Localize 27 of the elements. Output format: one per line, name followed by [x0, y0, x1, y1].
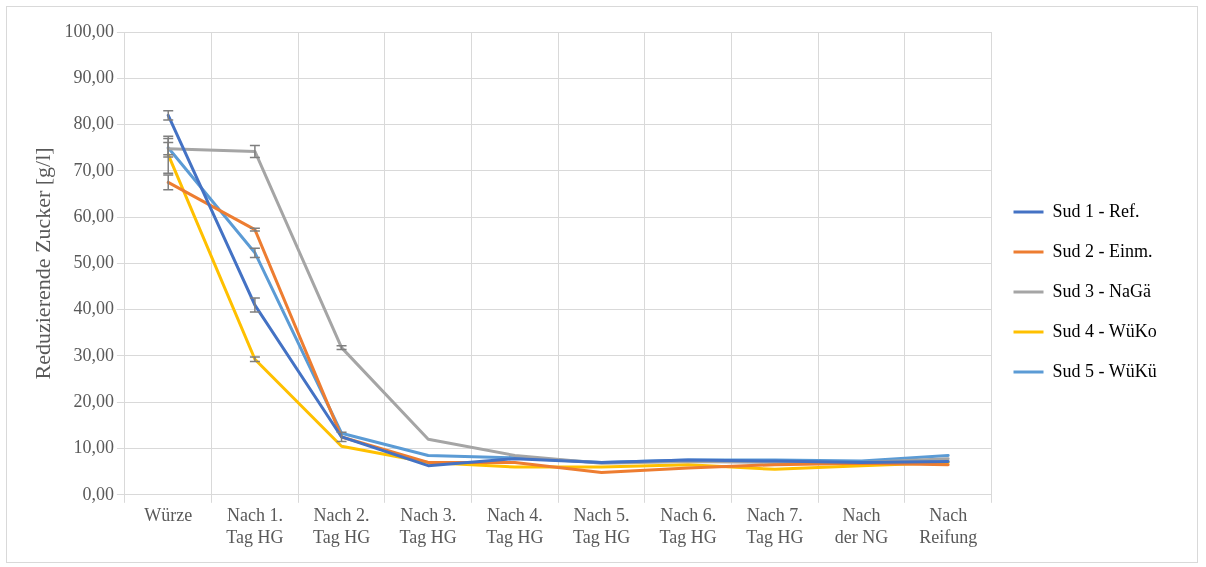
- y-tick-label: 100,00: [64, 20, 114, 41]
- x-tick-label: Nach 4. Tag HG: [486, 505, 544, 547]
- x-tick-label: Nach Reifung: [919, 505, 978, 547]
- legend-label: Sud 3 - NaGä: [1052, 280, 1151, 301]
- y-tick-label: 20,00: [73, 390, 114, 411]
- legend-label: Sud 1 - Ref.: [1052, 200, 1140, 221]
- legend-label: Sud 4 - WüKo: [1052, 320, 1157, 341]
- y-tick-label: 60,00: [73, 205, 114, 226]
- x-tick-label: Nach 6. Tag HG: [659, 505, 717, 547]
- y-tick-label: 90,00: [73, 67, 114, 88]
- y-tick-label: 80,00: [73, 113, 114, 134]
- y-axis-title: Reduzierende Zucker [g/l]: [29, 147, 55, 380]
- y-tick-label: 70,00: [73, 159, 114, 180]
- y-tick-label: 40,00: [73, 298, 114, 319]
- x-tick-label: Nach 3. Tag HG: [399, 505, 457, 547]
- y-tick-label: 50,00: [73, 252, 114, 273]
- y-tick-label: 30,00: [73, 344, 114, 365]
- x-tick-label: Nach 7. Tag HG: [746, 505, 804, 547]
- x-tick-label: Nach 1. Tag HG: [226, 505, 284, 547]
- x-tick-label: Nach 2. Tag HG: [312, 505, 371, 547]
- x-tick-label: Nach der NG: [834, 505, 889, 547]
- x-tick-label: Würze: [144, 505, 193, 526]
- legend-label: Sud 2 - Einm.: [1052, 240, 1153, 261]
- y-tick-label: 10,00: [73, 437, 114, 458]
- y-tick-label: 0,00: [82, 483, 114, 504]
- legend-label: Sud 5 - WüKü: [1052, 360, 1157, 381]
- x-tick-label: Nach 5. Tag HG: [572, 505, 631, 547]
